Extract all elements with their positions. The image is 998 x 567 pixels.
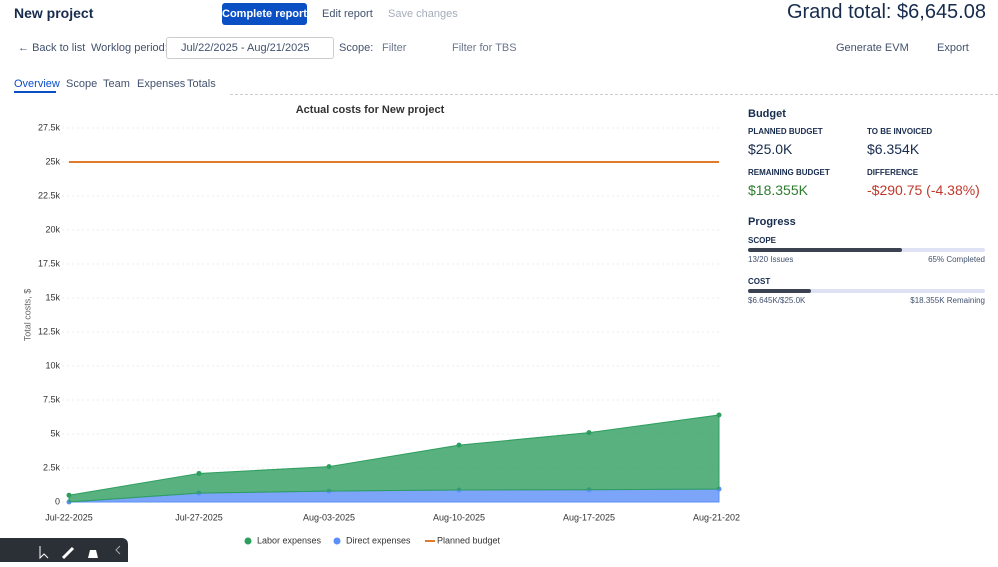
active-tab-underline	[14, 91, 56, 93]
y-tick-label: 22.5k	[38, 190, 61, 200]
progress-bar	[748, 289, 985, 293]
legend-label: Planned budget	[437, 535, 501, 545]
legend-marker	[333, 537, 341, 545]
draw-toolbar[interactable]	[0, 538, 128, 562]
tab[interactable]: Team	[103, 78, 130, 90]
y-tick-label: 17.5k	[38, 258, 61, 268]
progress-left: $6.645K/$25.0K	[748, 296, 806, 305]
y-tick-label: 12.5k	[38, 326, 61, 336]
grand-total: Grand total: $6,645.08	[786, 1, 986, 23]
legend-label: Direct expenses	[346, 535, 411, 545]
tab[interactable]: Overview	[14, 78, 60, 90]
y-tick-label: 2.5k	[43, 462, 61, 472]
x-tick-label: Jul-27-2025	[175, 512, 223, 522]
y-tick-label: 20k	[45, 224, 60, 234]
scope-label: Scope:	[339, 42, 374, 54]
point	[456, 442, 462, 448]
back-to-list[interactable]: ← Back to list	[18, 42, 86, 54]
y-axis-label: Total costs, $	[22, 289, 32, 342]
budget-label: TO BE INVOICED	[867, 127, 933, 136]
x-tick-label: Jul-22-2025	[45, 512, 93, 522]
point	[586, 430, 592, 436]
y-tick-label: 25k	[45, 156, 60, 166]
separator	[230, 94, 998, 95]
x-tick-label: Aug-17-2025	[563, 512, 615, 522]
budget-title: Budget	[748, 108, 786, 120]
edit-report-button[interactable]: Edit report	[322, 8, 373, 20]
budget-value: $18.355K	[748, 182, 808, 198]
progress-fill	[748, 248, 903, 252]
progress-label: SCOPE	[748, 236, 777, 245]
scope-filter[interactable]: Filter	[382, 42, 407, 54]
period-text: Jul/22/2025 - Aug/21/2025	[181, 42, 310, 54]
y-tick-label: 7.5k	[43, 394, 61, 404]
progress-right: $18.355K Remaining	[910, 296, 985, 305]
budget-label: PLANNED BUDGET	[748, 127, 823, 136]
project-title: New project	[14, 5, 94, 21]
x-tick-label: Aug-03-2025	[303, 512, 355, 522]
chart: Actual costs for New project Total costs…	[22, 104, 740, 545]
x-tick-label: Aug-10-2025	[433, 512, 485, 522]
tab[interactable]: Scope	[66, 78, 98, 90]
budget-value: -$290.75 (-4.38%)	[867, 182, 980, 198]
export[interactable]: Export	[937, 42, 969, 54]
generate-evm[interactable]: Generate EVM	[836, 42, 909, 54]
y-tick-label: 0	[55, 496, 60, 506]
pointer-icon[interactable]	[39, 546, 49, 560]
tab[interactable]: Totals	[187, 78, 216, 90]
worklog-label: Worklog period:	[91, 42, 168, 54]
tab[interactable]: Expenses	[137, 78, 186, 90]
point	[66, 492, 72, 498]
pen-icon[interactable]	[61, 546, 75, 560]
progress-right: 65% Completed	[928, 255, 985, 264]
budget-label: DIFFERENCE	[867, 168, 919, 177]
y-tick-label: 15k	[45, 292, 60, 302]
save-changes-button[interactable]: Save changes	[388, 8, 458, 20]
draw-toolbar-icons	[39, 545, 121, 560]
y-tick-label: 10k	[45, 360, 60, 370]
point	[716, 412, 722, 418]
progress-fill	[748, 289, 812, 293]
period-input[interactable]: Jul/22/2025 - Aug/21/2025	[166, 37, 334, 59]
progress-label: COST	[748, 277, 771, 286]
y-tick-label: 27.5k	[38, 122, 61, 132]
point	[326, 464, 332, 470]
point	[196, 470, 202, 476]
progress-title: Progress	[748, 216, 796, 228]
budget-value: $25.0K	[748, 141, 793, 157]
progress-left: 13/20 Issues	[748, 255, 794, 264]
legend-label: Labor expenses	[257, 535, 322, 545]
back-text[interactable]: Back to list	[32, 42, 86, 54]
brush-icon[interactable]	[88, 550, 98, 558]
chart-title: Actual costs for New project	[296, 104, 445, 116]
y-tick-label: 5k	[50, 428, 60, 438]
x-tick-label: Aug-21-2025	[693, 512, 740, 522]
complete-report-button[interactable]: Complete report	[222, 3, 307, 25]
collapse-icon[interactable]	[115, 545, 121, 555]
legend-marker	[244, 537, 252, 545]
budget-label: REMAINING BUDGET	[748, 168, 830, 177]
budget-value: $6.354K	[867, 141, 920, 157]
progress-bar	[748, 248, 985, 252]
area	[68, 414, 720, 503]
tbs-filter[interactable]: Filter for TBS	[452, 42, 517, 54]
